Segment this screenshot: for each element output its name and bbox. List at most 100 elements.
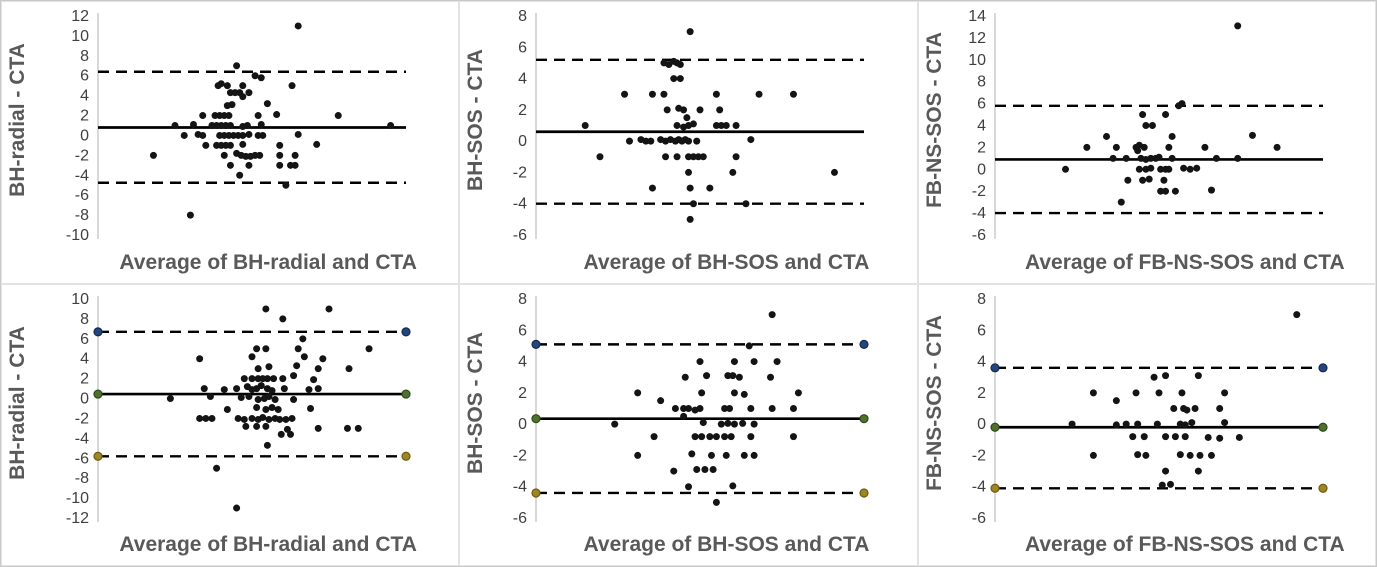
scatter-point	[1186, 165, 1194, 173]
scatter-point	[1123, 176, 1131, 184]
scatter-point	[677, 75, 685, 83]
y-tick-label: -4	[971, 205, 985, 222]
y-tick-label: 0	[80, 127, 89, 144]
scatter-point	[239, 93, 247, 101]
lower-loa-line-end-marker	[859, 487, 869, 498]
scatter-point	[626, 137, 634, 145]
scatter-point	[767, 373, 775, 381]
bh-radial-top-plot: 12 10 8 6 4 2 0 -2 -4 -6 -8 -10	[66, 8, 406, 244]
y-axis-title: BH-SOS - CTA	[464, 49, 488, 191]
scatter-point	[387, 122, 395, 129]
y-tick-label: 8	[518, 8, 527, 25]
scatter-point	[1233, 22, 1241, 30]
y-tick-label: -10	[66, 227, 89, 244]
scatter-point	[253, 422, 261, 430]
y-tick-label: 12	[71, 8, 89, 25]
scatter-point	[696, 404, 704, 412]
y-tick-label: -2	[513, 164, 527, 181]
scatter-point	[747, 136, 755, 144]
y-tick-label: 12	[968, 30, 986, 47]
scatter-point	[273, 111, 281, 119]
panel-fb-ns-sos-bottom: 8 6 4 2 0 -2 -4 -6 FB-NS-SOS - CTA Average of F…	[917, 283, 1376, 566]
scatter-point	[1183, 406, 1191, 414]
scatter-point	[682, 373, 690, 381]
scatter-point	[225, 112, 233, 120]
scatter-point	[276, 415, 284, 423]
scatter-point	[727, 432, 735, 440]
y-tick-label: -4	[513, 196, 527, 213]
scatter-point	[729, 168, 737, 176]
y-tick-label: -6	[971, 510, 985, 527]
mean-line-end-marker	[1318, 422, 1328, 432]
scatter-point	[1112, 420, 1120, 428]
scatter-point	[831, 168, 839, 176]
scatter-point	[739, 419, 747, 427]
scatter-point	[741, 451, 749, 459]
scatter-point	[1161, 432, 1169, 440]
scatter-point	[245, 89, 253, 97]
upper-loa-line-end-marker	[859, 339, 869, 349]
scatter-point	[1161, 467, 1169, 475]
scatter-point	[248, 374, 256, 382]
scatter-point	[768, 310, 776, 318]
scatter-point	[233, 504, 241, 512]
scatter-point	[1192, 164, 1200, 172]
scatter-point	[1233, 154, 1241, 162]
scatter-point	[1142, 451, 1150, 459]
scatter-point	[265, 362, 273, 370]
scatter-point	[343, 424, 351, 432]
scatter-point	[1150, 373, 1158, 381]
y-tick-label: 10	[968, 52, 986, 69]
scatter-point	[253, 403, 261, 411]
y-tick-label: 0	[518, 416, 527, 433]
scatter-point	[664, 106, 672, 114]
scatter-point	[731, 357, 739, 365]
scatter-point	[1135, 165, 1143, 173]
scatter-point	[716, 106, 724, 114]
y-tick-label: 4	[518, 71, 527, 88]
scatter-point	[237, 393, 245, 401]
scatter-point	[354, 424, 362, 432]
scatter-point	[700, 418, 708, 426]
scatter-point	[299, 334, 307, 342]
scatter-point	[1201, 143, 1209, 151]
y-tick-label: -6	[75, 450, 89, 467]
scatter-point	[234, 414, 242, 422]
upper-loa-line-end-marker	[1318, 362, 1328, 372]
scatter-point	[1138, 176, 1146, 184]
scatter-point	[254, 364, 262, 372]
scatter-point	[713, 122, 721, 129]
scatter-point	[1089, 451, 1097, 459]
scatter-point	[262, 344, 270, 352]
scatter-point	[1248, 131, 1256, 139]
scatter-point	[582, 122, 590, 129]
y-tick-label: -6	[513, 510, 527, 527]
scatter-point	[217, 80, 225, 88]
scatter-point	[673, 153, 681, 161]
scatter-point	[1133, 450, 1141, 458]
y-axis-title: FB-NS-SOS - CTA	[922, 314, 946, 491]
y-tick-label: -8	[75, 470, 89, 487]
y-tick-label: 0	[977, 161, 986, 178]
scatter-point	[242, 422, 250, 430]
scatter-point	[1109, 154, 1117, 162]
scatter-point	[251, 72, 259, 80]
scatter-point	[1153, 420, 1161, 428]
scatter-point	[708, 451, 716, 459]
scatter-point	[1212, 154, 1220, 162]
panel-bh-radial-bottom: 10 8 6 4 2 0 -2 -4 -6 -8 -10 -12 BH-radial - CTA Av…	[1, 283, 460, 566]
y-tick-label: -8	[75, 207, 89, 224]
scatter-point	[1161, 187, 1169, 195]
scatter-point	[650, 432, 658, 440]
scatter-point	[1161, 371, 1169, 379]
scatter-point	[202, 141, 210, 149]
scatter-point	[1068, 420, 1076, 428]
mean-line-end-marker	[401, 388, 411, 399]
scatter-point	[334, 112, 342, 120]
scatter-point	[226, 141, 234, 149]
scatter-point	[685, 404, 693, 412]
scatter-point	[268, 386, 276, 394]
scatter-point	[706, 184, 714, 192]
upper-loa-line-end-marker	[401, 326, 411, 336]
